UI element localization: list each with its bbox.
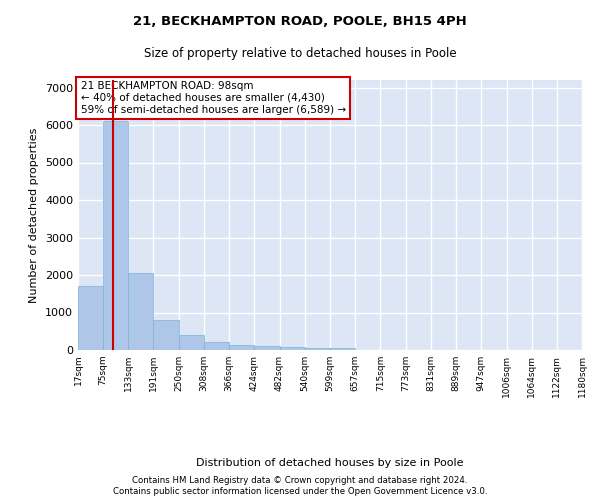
Text: 21 BECKHAMPTON ROAD: 98sqm
← 40% of detached houses are smaller (4,430)
59% of s: 21 BECKHAMPTON ROAD: 98sqm ← 40% of deta… <box>80 82 346 114</box>
Text: Contains HM Land Registry data © Crown copyright and database right 2024.: Contains HM Land Registry data © Crown c… <box>132 476 468 485</box>
Bar <box>128 273 154 350</box>
Bar <box>78 286 103 350</box>
Bar <box>179 336 204 350</box>
Bar <box>254 346 280 350</box>
Bar <box>204 342 229 350</box>
Bar <box>229 345 254 350</box>
Text: Contains public sector information licensed under the Open Government Licence v3: Contains public sector information licen… <box>113 488 487 496</box>
Bar <box>305 348 330 350</box>
Bar <box>154 320 179 350</box>
Y-axis label: Number of detached properties: Number of detached properties <box>29 128 40 302</box>
Bar <box>280 347 305 350</box>
Text: 21, BECKHAMPTON ROAD, POOLE, BH15 4PH: 21, BECKHAMPTON ROAD, POOLE, BH15 4PH <box>133 15 467 28</box>
Bar <box>330 348 355 350</box>
Text: Size of property relative to detached houses in Poole: Size of property relative to detached ho… <box>143 48 457 60</box>
Bar <box>103 121 128 350</box>
Text: Distribution of detached houses by size in Poole: Distribution of detached houses by size … <box>196 458 464 468</box>
